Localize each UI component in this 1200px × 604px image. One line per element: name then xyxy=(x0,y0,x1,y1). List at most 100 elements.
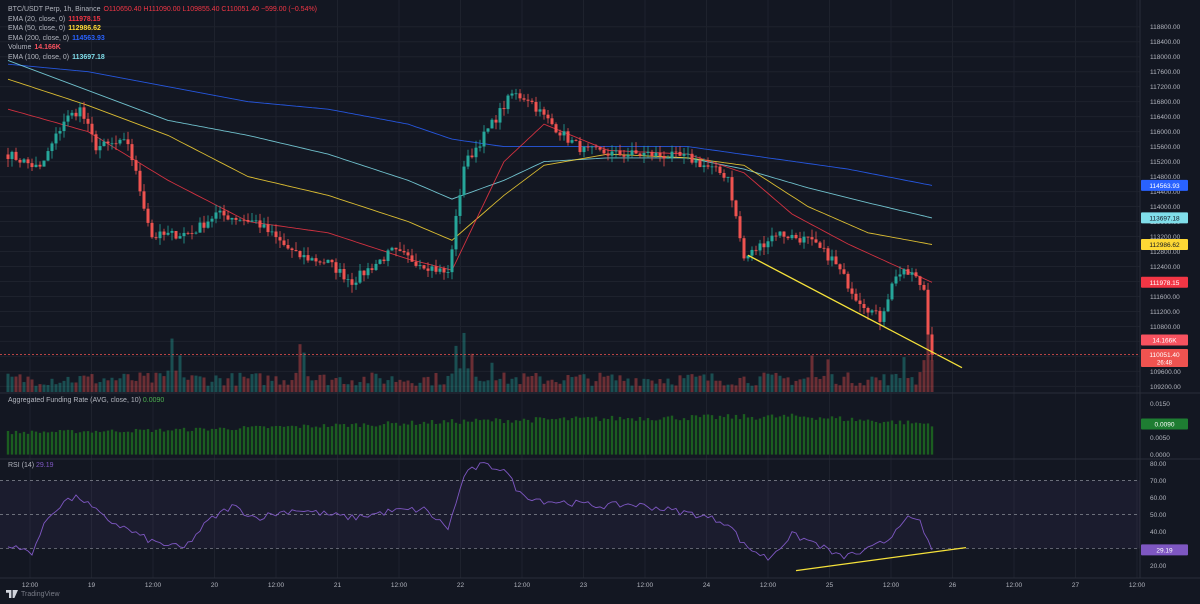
time-tick: 27 xyxy=(1072,582,1080,589)
candle-body xyxy=(362,270,366,276)
funding-bar xyxy=(790,413,794,455)
volume-bar xyxy=(14,376,18,392)
volume-bar xyxy=(554,382,558,392)
symbol-title[interactable]: BTC/USDT Perp, 1h, Binance xyxy=(8,6,101,13)
legend-volume-3[interactable]: Volume 14.166K xyxy=(8,43,317,53)
funding-bar xyxy=(182,427,186,455)
candle-body xyxy=(662,155,666,159)
funding-legend[interactable]: Aggregated Funding Rate (AVG, close, 10)… xyxy=(8,397,164,404)
rsi-legend[interactable]: RSI (14) 29.19 xyxy=(8,462,54,469)
price-tick: 118400.00 xyxy=(1150,39,1181,46)
candle-body xyxy=(522,98,526,100)
symbol-row[interactable]: BTC/USDT Perp, 1h, Binance O110650.40 H1… xyxy=(8,5,317,15)
volume-bar xyxy=(334,378,338,392)
funding-bar xyxy=(478,420,482,455)
candle-body xyxy=(266,224,270,233)
candle-body xyxy=(698,160,702,168)
candle-body xyxy=(830,256,834,261)
volume-bar xyxy=(862,385,866,392)
funding-bar xyxy=(130,432,134,455)
volume-bar xyxy=(354,385,358,392)
funding-bar xyxy=(198,427,202,455)
volume-badge: 14.166K xyxy=(1152,338,1177,345)
rsi-tick: 70.00 xyxy=(1150,478,1167,485)
funding-bar xyxy=(90,432,94,455)
candle-body xyxy=(574,140,578,141)
volume-bar xyxy=(442,384,446,392)
candle-body xyxy=(430,266,434,271)
candle-body xyxy=(194,232,198,234)
funding-bar xyxy=(338,424,342,455)
candle-body xyxy=(722,173,726,178)
funding-bar xyxy=(482,419,486,455)
candle-body xyxy=(278,237,282,241)
candle-body xyxy=(854,293,858,301)
volume-bar xyxy=(774,372,778,392)
volume-bar xyxy=(590,385,594,392)
candle-body xyxy=(622,155,626,157)
funding-bar xyxy=(462,419,466,455)
volume-bar xyxy=(482,381,486,392)
volume-bar xyxy=(882,374,886,392)
funding-bar xyxy=(694,415,698,455)
candle-body xyxy=(70,112,74,116)
funding-bar xyxy=(818,417,822,455)
legend-ema-1[interactable]: EMA (50, close, 0) 112986.62 xyxy=(8,24,317,34)
candle-body xyxy=(170,230,174,233)
funding-bar xyxy=(506,420,510,455)
candle-body xyxy=(910,272,914,275)
trendlines[interactable] xyxy=(747,254,967,572)
volume-bar xyxy=(698,375,702,392)
candle-body xyxy=(562,131,566,136)
funding-bar xyxy=(578,417,582,455)
funding-bar xyxy=(66,429,70,455)
volume-bar xyxy=(694,376,698,392)
volume-bar xyxy=(846,372,850,392)
volume-bar xyxy=(866,379,870,392)
volume-bar xyxy=(818,378,822,392)
funding-bar xyxy=(322,424,326,455)
tradingview-footer[interactable]: TradingView xyxy=(6,590,60,598)
candle-body xyxy=(886,299,890,312)
time-tick: 12:00 xyxy=(145,582,162,589)
volume-bar xyxy=(94,383,98,392)
candle-body xyxy=(214,212,218,219)
candle-body xyxy=(498,108,502,123)
legend-ema-4[interactable]: EMA (100, close, 0) 113697.18 xyxy=(8,53,317,63)
candle-body xyxy=(718,166,722,174)
candle-body xyxy=(634,150,638,154)
indicator-value: 111978.15 xyxy=(68,15,101,23)
candle-body xyxy=(146,208,150,223)
candle-body xyxy=(270,231,274,233)
candle-body xyxy=(650,151,654,157)
candle-body xyxy=(794,234,798,239)
candle-body xyxy=(330,259,334,263)
funding-bar xyxy=(98,432,102,455)
candle-body xyxy=(90,123,94,135)
funding-bar xyxy=(574,416,578,455)
volume-bar xyxy=(902,357,906,392)
funding-tick: 0.0050 xyxy=(1150,435,1170,442)
candlesticks[interactable] xyxy=(6,88,934,361)
funding-bar xyxy=(134,428,138,455)
volume-bar xyxy=(886,385,890,392)
funding-bar xyxy=(74,433,78,455)
funding-bar xyxy=(538,417,542,455)
funding-bar xyxy=(738,419,742,455)
volume-bar xyxy=(178,355,182,392)
funding-bar xyxy=(166,430,170,455)
funding-bar xyxy=(374,426,378,455)
candle-body xyxy=(678,151,682,156)
price-tick: 109200.00 xyxy=(1150,384,1181,391)
legend-ema-0[interactable]: EMA (20, close, 0) 111978.15 xyxy=(8,15,317,25)
legend-ema-2[interactable]: EMA (200, close, 0) 114563.93 xyxy=(8,34,317,44)
candle-body xyxy=(410,255,414,262)
volume-bar xyxy=(370,372,374,392)
funding-bar xyxy=(782,414,786,455)
volume-bar xyxy=(430,385,434,392)
candle-body xyxy=(478,146,482,148)
funding-bar xyxy=(94,430,98,455)
candle-body xyxy=(482,131,486,147)
funding-bar xyxy=(778,416,782,455)
